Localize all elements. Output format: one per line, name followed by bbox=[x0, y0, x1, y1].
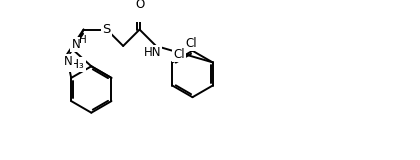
Text: CH₃: CH₃ bbox=[63, 58, 84, 71]
Text: H: H bbox=[79, 35, 87, 45]
Text: HN: HN bbox=[144, 46, 161, 59]
Text: S: S bbox=[102, 23, 111, 36]
Text: O: O bbox=[135, 0, 144, 11]
Text: Cl: Cl bbox=[185, 36, 197, 49]
Text: N: N bbox=[64, 55, 73, 68]
Text: N: N bbox=[71, 38, 80, 51]
Text: Cl: Cl bbox=[173, 48, 185, 61]
